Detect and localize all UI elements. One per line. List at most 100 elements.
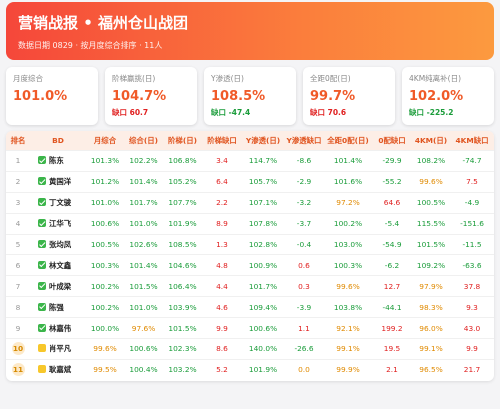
bd-cell: 丁文骏 (30, 191, 86, 214)
gap-cell: 0.3 (284, 275, 324, 297)
column-header: 综合(日) (124, 131, 163, 151)
gap-cell: 9.9 (450, 338, 494, 360)
rate-cell: 107.1% (242, 191, 284, 214)
rate-cell: 109.4% (242, 296, 284, 318)
bd-cell: 叶成梁 (30, 275, 86, 297)
table-row: 11 耿嘉斌 99.5% 100.4% 103.2% 5.2 101.9% 0.0 99.9% 2… (6, 358, 494, 380)
rate-cell: 108.2% (412, 150, 450, 172)
rank-cell: 8 (6, 296, 30, 318)
rate-cell: 105.7% (242, 170, 284, 193)
rate-cell: 101.5% (124, 275, 163, 297)
rate-cell: 99.1% (324, 338, 372, 360)
header: 营销战报 • 福州仓山战团 数据日期 0829 · 按月度综合排序 · 11人 (6, 2, 494, 60)
gap-cell: -55.2 (372, 170, 412, 193)
bd-cell: 肖平凡 (30, 338, 86, 360)
rate-cell: 103.2% (163, 358, 202, 380)
table-row: 8 陈强 100.2% 101.0% 103.9% 4.6 109.4% -3.9 103.8%… (6, 296, 494, 318)
table-row: 7 叶成梁 100.2% 101.5% 106.4% 4.4 101.7% 0.3 99.6% 1… (6, 275, 494, 297)
table-row: 10 肖平凡 99.6% 100.6% 102.3% 8.6 140.0% -26.6 99.1… (6, 338, 494, 360)
gap-cell: -8.6 (284, 150, 324, 172)
bd-name: 陈强 (49, 302, 64, 312)
card-value: 101.0% (13, 89, 68, 104)
gap-cell: -3.2 (284, 191, 324, 214)
bd-cell: 林嘉伟 (30, 317, 86, 339)
rate-cell: 115.5% (412, 212, 450, 235)
summary-card: 阶梯赢挑(日) 104.7% 缺口 60.7 (105, 67, 197, 125)
card-value: 99.7% (310, 89, 356, 104)
rank-cell: 6 (6, 254, 30, 276)
bd-cell: 陈强 (30, 296, 86, 318)
column-header: 4KM缺口 (450, 131, 494, 151)
rate-cell: 101.3% (86, 150, 124, 172)
card-label: Y渗透(日) (211, 74, 244, 83)
rate-cell: 109.2% (412, 254, 450, 276)
rate-cell: 102.3% (163, 338, 202, 360)
bd-cell: 黄国洋 (30, 170, 86, 193)
status-icon (38, 219, 46, 228)
bd-name: 江华飞 (49, 219, 72, 229)
summary-cards: 月度综合 101.0% 阶梯赢挑(日) 104.7% 缺口 60.7 Y渗透(日) 108.… (6, 67, 494, 125)
table-row: 4 江华飞 100.6% 101.0% 101.9% 8.9 107.8% -3.7 100.2… (6, 212, 494, 235)
rank-cell: 3 (6, 191, 30, 214)
status-icon (38, 323, 46, 332)
gap-cell: 8.9 (202, 212, 242, 235)
rate-cell: 101.0% (86, 191, 124, 214)
gap-cell: 1.3 (202, 233, 242, 255)
gap-cell: 19.5 (372, 338, 412, 360)
gap-cell: -2.9 (284, 170, 324, 193)
rank-badge: 10 (11, 342, 25, 356)
bd-name: 丁文骏 (49, 198, 72, 208)
summary-card: 4KM纯离补(日) 102.0% 缺口 -225.2 (402, 67, 494, 125)
table-row: 1 陈东 101.3% 102.2% 106.8% 3.4 114.7% -8.6 101.4%… (6, 150, 494, 172)
bd-name: 陈东 (49, 156, 64, 166)
bd-cell: 耿嘉斌 (30, 358, 86, 380)
rate-cell: 107.8% (242, 212, 284, 235)
rate-cell: 106.8% (163, 150, 202, 172)
bd-name: 肖平凡 (49, 344, 72, 354)
bd-cell: 陈东 (30, 150, 86, 172)
rate-cell: 100.6% (86, 212, 124, 235)
card-value: 104.7% (112, 89, 167, 104)
table-row: 3 丁文骏 101.0% 101.7% 107.7% 2.2 107.1% -3.2 97.2%… (6, 191, 494, 214)
bd-cell: 江华飞 (30, 212, 86, 235)
rate-cell: 101.4% (324, 150, 372, 172)
gap-cell: -44.1 (372, 296, 412, 318)
gap-cell: 5.2 (202, 358, 242, 380)
rate-cell: 101.0% (124, 212, 163, 235)
rate-cell: 99.9% (324, 358, 372, 380)
rate-cell: 101.6% (324, 170, 372, 193)
rate-cell: 100.2% (86, 296, 124, 318)
rate-cell: 100.3% (86, 254, 124, 276)
card-value: 102.0% (409, 89, 464, 104)
gap-cell: -11.5 (450, 233, 494, 255)
rate-cell: 105.2% (163, 170, 202, 193)
rate-cell: 96.5% (412, 358, 450, 380)
gap-cell: -63.6 (450, 254, 494, 276)
table-panel: 排名 BD 月综合 综合(日) 阶梯(日) 阶梯缺口 Y渗透(日) Y渗透缺口 全距0配(日) 0… (6, 131, 494, 381)
card-label: 月度综合 (13, 74, 43, 83)
gap-cell: -74.7 (450, 150, 494, 172)
gap-cell: 8.6 (202, 338, 242, 360)
rank-cell: 5 (6, 233, 30, 255)
bd-name: 叶成梁 (49, 281, 72, 291)
rate-cell: 99.6% (324, 275, 372, 297)
gap-cell: -3.9 (284, 296, 324, 318)
rate-cell: 97.9% (412, 275, 450, 297)
gap-cell: -5.4 (372, 212, 412, 235)
card-value: 108.5% (211, 89, 266, 104)
rate-cell: 97.2% (324, 191, 372, 214)
status-icon (38, 240, 46, 248)
column-header: 阶梯缺口 (202, 131, 242, 151)
status-icon (38, 260, 46, 269)
gap-cell: 4.6 (202, 296, 242, 318)
rank-badge: 11 (11, 363, 25, 377)
summary-card: 全距0配(日) 99.7% 缺口 70.6 (303, 67, 395, 125)
rate-cell: 100.3% (324, 254, 372, 276)
column-header: 月综合 (86, 131, 124, 151)
rate-cell: 98.3% (412, 296, 450, 318)
column-header: 4KM(日) (412, 131, 450, 151)
gap-cell: 4.4 (202, 275, 242, 297)
rate-cell: 100.6% (242, 317, 284, 339)
rate-cell: 107.7% (163, 191, 202, 214)
gap-cell: -29.9 (372, 150, 412, 172)
